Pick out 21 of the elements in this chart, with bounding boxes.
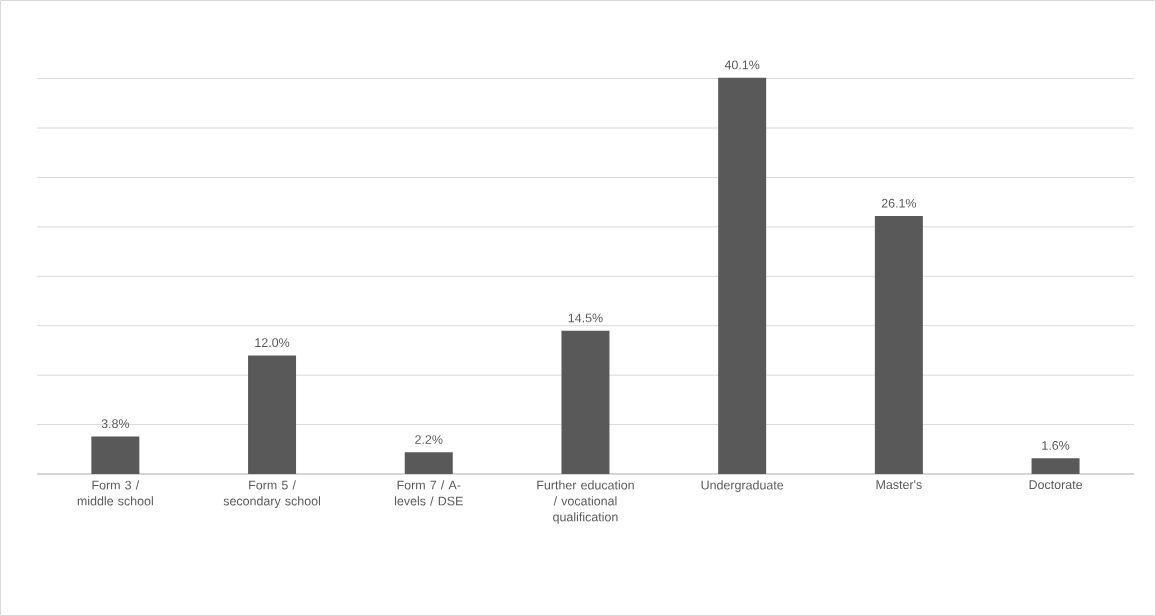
- x-tick-label: Form 5 / secondary school: [223, 480, 321, 508]
- bar: [404, 452, 453, 474]
- data-label: 40.1%: [724, 60, 760, 70]
- x-tick-label: Form 7 / A-levels / DSE: [395, 480, 463, 506]
- data-label: 26.1%: [881, 198, 917, 208]
- data-label: 2.2%: [415, 435, 443, 444]
- x-tick-label: Master's: [876, 480, 922, 490]
- data-label: 1.6%: [1042, 441, 1070, 450]
- bar: [91, 436, 140, 474]
- x-tick-label: Doctorate: [1029, 480, 1082, 490]
- bar: [718, 77, 767, 474]
- bar: [248, 355, 297, 474]
- x-tick-label: Form 3 / middle school: [77, 480, 153, 506]
- bar: [1031, 458, 1080, 474]
- x-tick-label: Further education / vocational qualification: [537, 480, 634, 524]
- x-tick-label: Undergraduate: [701, 480, 784, 492]
- data-label: 14.5%: [568, 313, 603, 323]
- data-label: 12.0%: [255, 338, 290, 348]
- bar: [561, 330, 610, 474]
- data-label: 3.8%: [101, 419, 130, 429]
- bar: [874, 216, 923, 474]
